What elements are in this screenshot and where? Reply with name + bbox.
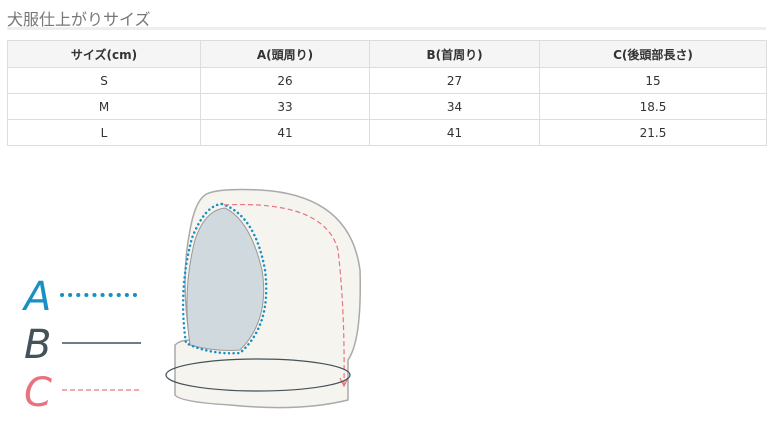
cell: 27 <box>369 67 540 94</box>
legend-a: A <box>21 274 144 320</box>
cell: 18.5 <box>539 93 767 120</box>
hood-drawing <box>165 188 361 409</box>
cell: M <box>7 93 201 120</box>
header-size: サイズ(cm) <box>7 40 201 68</box>
cell: 33 <box>200 93 370 120</box>
cell: 41 <box>369 119 540 146</box>
header-b: B(首周り) <box>369 40 540 68</box>
size-table: サイズ(cm) A(頭周り) B(首周り) C(後頭部長さ) S 26 27 15 M… <box>7 40 767 146</box>
header-c: C(後頭部長さ) <box>539 40 767 68</box>
cell: 34 <box>369 93 540 120</box>
table-row: M 33 34 18.5 <box>7 93 767 120</box>
cell: S <box>7 67 201 94</box>
legend-c: C <box>24 370 140 416</box>
table-header-row: サイズ(cm) A(頭周り) B(首周り) C(後頭部長さ) <box>7 40 767 68</box>
legend-a-letter: A <box>21 274 51 320</box>
hood-measurement-illustration: A B C <box>21 188 361 416</box>
cell: L <box>7 119 201 146</box>
table-row: L 41 41 21.5 <box>7 119 767 146</box>
legend-b-letter: B <box>24 322 51 368</box>
cell: 26 <box>200 67 370 94</box>
cell: 41 <box>200 119 370 146</box>
legend-b: B <box>24 322 141 368</box>
table-row: S 26 27 15 <box>7 67 767 94</box>
cell: 21.5 <box>539 119 767 146</box>
cell: 15 <box>539 67 767 94</box>
legend-c-letter: C <box>24 370 52 416</box>
title-divider <box>7 27 766 30</box>
header-a: A(頭周り) <box>200 40 370 68</box>
page-title: 犬服仕上がりサイズ <box>7 10 151 29</box>
